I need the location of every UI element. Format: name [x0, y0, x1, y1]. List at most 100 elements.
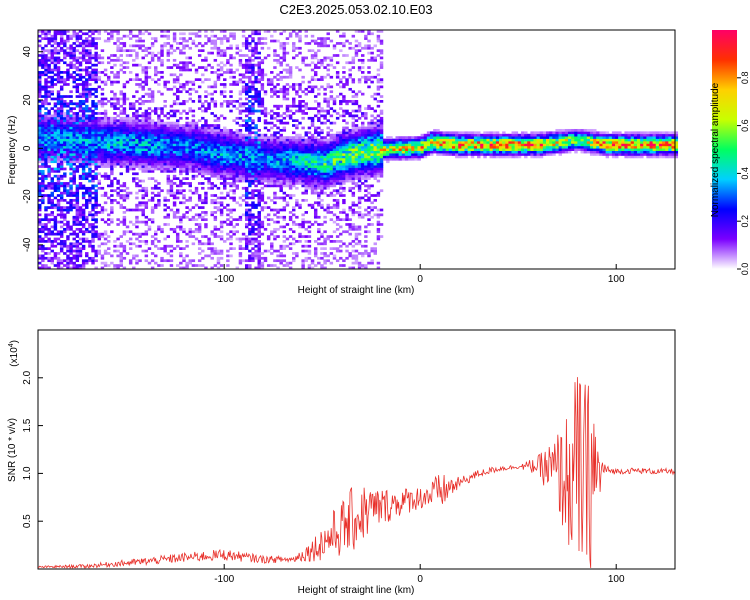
spectrogram-cell [288, 182, 293, 185]
spectrogram-cell [194, 126, 199, 130]
spectrogram-cell [254, 131, 258, 135]
spectrogram-cell [295, 66, 299, 69]
spectrogram-cell [320, 44, 324, 48]
spectrogram-cell [285, 109, 290, 113]
spectrogram-cell [295, 240, 299, 243]
spectrogram-cell [201, 44, 205, 48]
spectrogram-cell [244, 37, 249, 40]
spectrogram-cell [116, 153, 120, 156]
spectrogram-cell [100, 112, 105, 115]
spectrogram-cell [38, 128, 42, 132]
spectrogram-cell [251, 194, 255, 197]
spectrogram-cell [257, 189, 261, 193]
spectrogram-cell [323, 247, 327, 250]
spectrogram-cell [66, 95, 70, 98]
spectrogram-cell [313, 155, 318, 159]
spectrogram-cell [241, 157, 246, 161]
spectrogram-cell [223, 100, 227, 103]
spectrogram-cell [194, 160, 199, 164]
spectrogram-cell [41, 148, 45, 151]
spectrogram-cell [38, 71, 42, 74]
spectrogram-cell [175, 191, 180, 195]
spectrogram-cell [50, 148, 54, 151]
spectrogram-cell [59, 104, 64, 108]
spectrogram-cell [72, 131, 76, 135]
spectrogram-cell [279, 179, 283, 183]
spectrogram-cell [59, 198, 64, 202]
spectrogram-cell [97, 78, 102, 81]
spectrogram-cell [44, 186, 48, 190]
spectrogram-cell [56, 71, 61, 74]
spectrogram-cell [238, 78, 243, 81]
spectrogram-cell [197, 145, 202, 149]
spectrogram-cell [248, 220, 252, 224]
spectrogram-cell [182, 51, 186, 55]
spectrogram-cell [91, 230, 95, 234]
spectrogram-cell [329, 261, 334, 265]
spectrogram-cell [257, 203, 261, 207]
spectrogram-cell [66, 131, 70, 135]
spectrogram-cell [72, 107, 76, 110]
spectrogram-cell [69, 51, 73, 55]
spectrogram-cell [41, 102, 45, 106]
spectrogram-cell [75, 254, 80, 258]
spectrogram-cell [125, 34, 130, 38]
spectrogram-cell [251, 203, 255, 207]
spectrogram-cell [135, 128, 139, 132]
spectrogram-cell [273, 259, 277, 263]
spectrogram-cell [50, 68, 54, 72]
spectrogram-cell [44, 30, 48, 33]
spectrogram-cell [298, 141, 302, 144]
spectrogram-cell [276, 235, 280, 238]
spectrogram-cell [41, 56, 45, 60]
spectrogram-cell [292, 220, 296, 224]
spectrogram-cell [292, 206, 296, 209]
spectrogram-cell [223, 34, 227, 38]
spectrogram-cell [288, 172, 293, 176]
spectrogram-cell [91, 63, 95, 67]
spectrogram-cell [106, 61, 111, 65]
spectrogram-cell [257, 148, 261, 151]
spectrogram-cell [210, 34, 214, 38]
spectrogram-cell [251, 54, 255, 57]
spectrogram-cell [191, 264, 196, 267]
spectrogram-cell [94, 266, 98, 270]
spectrogram-cell [116, 141, 120, 144]
spectrogram-cell [47, 227, 51, 231]
spectrogram-cell [260, 157, 265, 161]
spectrogram-cell [154, 254, 158, 258]
spectrogram-cell [141, 186, 145, 190]
spectrogram-cell [53, 83, 58, 86]
spectrogram-cell [94, 75, 98, 79]
spectrogram-cell [288, 145, 293, 149]
spectrogram-cell [75, 160, 80, 164]
spectrogram-cell [110, 80, 114, 84]
spectrogram-cell [295, 126, 299, 130]
spectrogram-cell [216, 165, 221, 168]
spectrogram-cell [157, 90, 161, 94]
spectrogram-cell [63, 153, 67, 156]
spectrogram-cell [135, 116, 139, 120]
spectrogram-cell [59, 126, 64, 130]
spectrogram-cell [295, 177, 299, 180]
spectrogram-cell [172, 170, 177, 173]
spectrogram-cell [226, 46, 230, 50]
spectrogram-cell [244, 63, 249, 67]
spectrogram-cell [285, 162, 290, 166]
spectrogram-cell [147, 138, 152, 142]
spectrogram-cell [279, 90, 283, 94]
spectrogram-cell [38, 172, 42, 176]
spectrogram-cell [188, 131, 192, 135]
spectrogram-cell [169, 124, 174, 127]
spectrogram-cell [100, 71, 105, 74]
spectrogram-cell [188, 143, 192, 147]
spectrogram-cell [260, 225, 265, 229]
spectrogram-cell [59, 71, 64, 74]
spectrogram-cell [53, 148, 58, 151]
spectrogram-cell [97, 249, 102, 253]
spectrogram-cell [270, 218, 274, 222]
spectrogram-cell [122, 153, 127, 156]
spectrogram-cell [266, 223, 271, 226]
spectrogram-cell [91, 232, 95, 236]
spectrogram-cell [69, 194, 73, 197]
